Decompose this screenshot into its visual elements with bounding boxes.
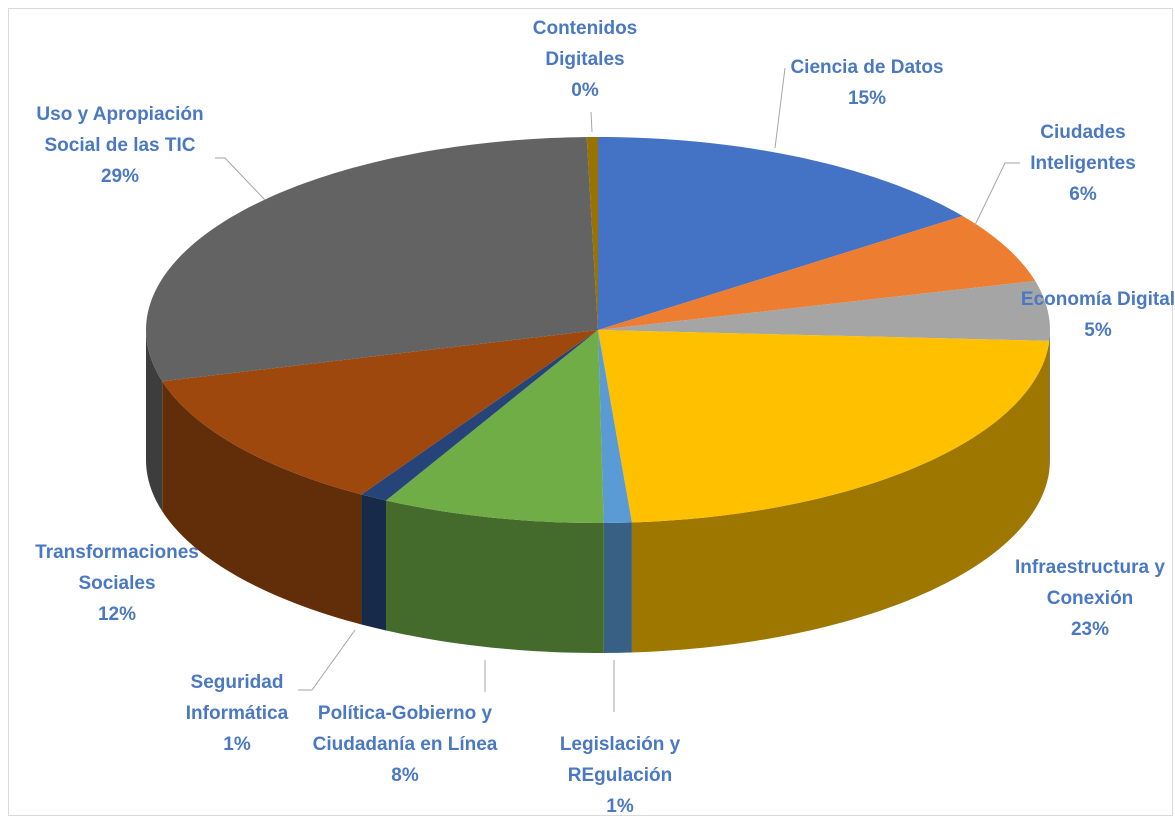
data-label: Legislación y REgulación 1% [535, 729, 705, 818]
category-label: Economía Digital [1020, 289, 1175, 310]
slice-side [146, 330, 163, 512]
leader-line [298, 629, 356, 691]
slice [598, 215, 1036, 330]
value-label: 0% [571, 80, 599, 101]
leader-line [774, 67, 786, 149]
data-label: Ciencia de Datos 15% [767, 52, 967, 114]
slice-side [386, 500, 604, 653]
value-label: 12% [97, 604, 137, 625]
slice [162, 330, 599, 495]
category-label: Legislación y REgulación [559, 734, 681, 786]
chart-frame [8, 8, 1173, 816]
data-label: Política-Gobierno y Ciudadanía en Línea 8… [305, 698, 505, 791]
slice [146, 137, 598, 382]
slice [386, 330, 604, 523]
value-label: 15% [847, 88, 887, 109]
slice [598, 137, 963, 330]
value-label: 6% [1069, 184, 1097, 205]
slice-side [162, 381, 362, 625]
data-label: Ciudades Inteligentes 6% [1013, 117, 1153, 210]
slice [598, 330, 632, 523]
slice [586, 137, 598, 330]
leader-line [215, 157, 266, 201]
slice-side [1049, 330, 1050, 471]
category-label: Ciudades Inteligentes [1030, 122, 1136, 174]
category-label: Ciencia de Datos [790, 57, 944, 78]
category-label: Contenidos Digitales [532, 18, 638, 70]
value-label: 29% [100, 166, 140, 187]
data-label: Contenidos Digitales 0% [515, 13, 655, 106]
data-label: Transformaciones Sociales 12% [12, 537, 222, 630]
leader-line [974, 162, 1020, 226]
slice [598, 281, 1050, 341]
category-label: Uso y Apropiación Social de las TIC [36, 104, 204, 156]
data-label: Economía Digital 5% [998, 284, 1175, 346]
value-label: 1% [606, 796, 634, 817]
slice-side [631, 340, 1050, 653]
value-label: 8% [391, 765, 419, 786]
value-label: 23% [1070, 619, 1110, 640]
slice [598, 330, 1050, 523]
category-label: Transformaciones Sociales [35, 542, 199, 594]
category-label: Infraestructura y Conexión [1015, 557, 1165, 609]
value-label: 5% [1084, 320, 1112, 341]
leader-line [590, 111, 593, 133]
slice-side [603, 522, 632, 653]
data-label: Infraestructura y Conexión 23% [990, 552, 1175, 645]
category-label: Política-Gobierno y Ciudadanía en Línea [312, 703, 498, 755]
slice [361, 330, 598, 501]
data-label: Seguridad Informática 1% [167, 667, 307, 760]
category-label: Seguridad Informática [185, 672, 289, 724]
data-label: Uso y Apropiación Social de las TIC 29% [10, 99, 230, 192]
slice-side [361, 494, 387, 631]
value-label: 1% [223, 734, 251, 755]
